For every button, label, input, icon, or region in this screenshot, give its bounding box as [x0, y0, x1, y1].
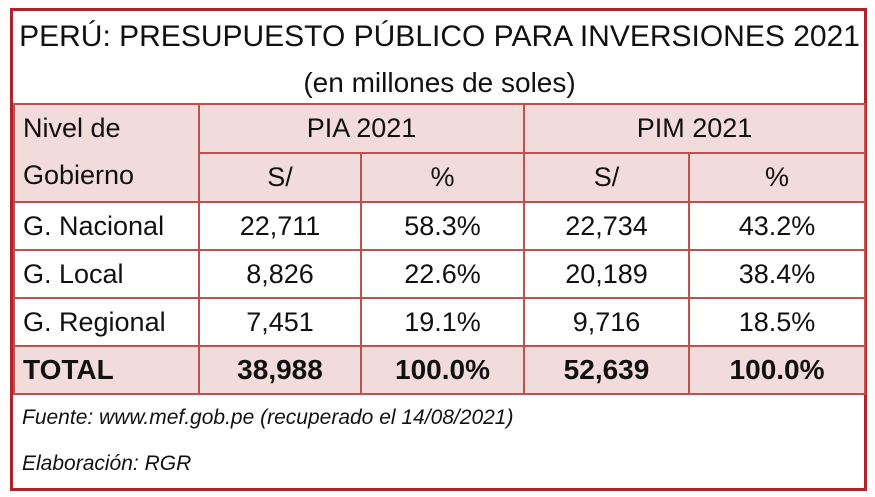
table-frame: PERÚ: PRESUPUESTO PÚBLICO PARA INVERSION…: [10, 8, 867, 491]
credit: Elaboración: RGR: [22, 452, 192, 475]
cell: 22,711: [198, 201, 362, 251]
cell: 100.0%: [687, 345, 867, 395]
group-header: PIM 2021: [522, 103, 867, 154]
row-label: TOTAL: [13, 345, 200, 395]
sub-header: S/: [523, 152, 690, 203]
cell: 19.1%: [360, 297, 525, 347]
level-header-line: Nivel de: [23, 113, 121, 143]
sub-header: %: [687, 152, 867, 203]
source: Fuente: www.mef.gob.pe (recuperado el 14…: [14, 393, 866, 441]
row-label: G. Local: [13, 249, 200, 299]
title: PERÚ: PRESUPUESTO PÚBLICO PARA INVERSION…: [19, 20, 860, 53]
table-row: G. Regional 7,451 19.1% 9,716 18.5%: [13, 297, 867, 347]
budget-table: PERÚ: PRESUPUESTO PÚBLICO PARA INVERSION…: [13, 11, 867, 487]
cell: 20,189: [523, 249, 690, 299]
cell: 9,716: [523, 297, 690, 347]
cell: 43.2%: [687, 201, 867, 251]
table-row: G. Local 8,826 22.6% 20,189 38.4%: [13, 249, 867, 299]
table-body: G. Nacional 22,711 58.3% 22,734 43.2% G. Loca…: [13, 201, 867, 395]
level-header-line: Gobierno: [23, 160, 135, 190]
subtitle: (en millones de soles): [14, 63, 866, 105]
cell: 58.3%: [360, 201, 525, 251]
cell: 38,988: [198, 345, 362, 395]
level-header: Nivel de Gobierno: [13, 103, 200, 203]
table-row: TOTAL 38,988 100.0% 52,639 100.0%: [13, 345, 867, 395]
cell: 38.4%: [687, 249, 867, 299]
cell: 100.0%: [360, 345, 525, 395]
cell: 18.5%: [687, 297, 867, 347]
table-row: G. Nacional 22,711 58.3% 22,734 43.2%: [13, 201, 867, 251]
cell: 7,451: [198, 297, 362, 347]
cell: 22.6%: [360, 249, 525, 299]
cell: 8,826: [198, 249, 362, 299]
sub-header: %: [360, 152, 525, 203]
cell: 22,734: [523, 201, 690, 251]
row-label: G. Regional: [13, 297, 200, 347]
sub-header: S/: [198, 152, 362, 203]
group-header: PIA 2021: [198, 103, 525, 154]
cell: 52,639: [523, 345, 690, 395]
row-label: G. Nacional: [13, 201, 200, 251]
